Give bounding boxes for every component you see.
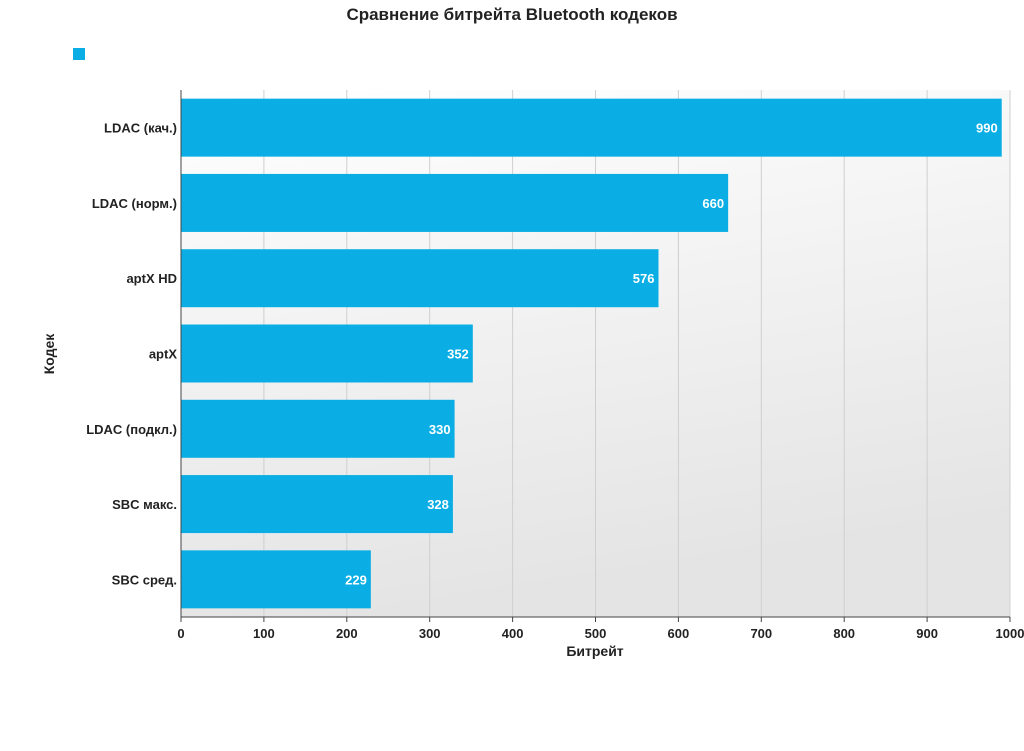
x-tick-label: 800 (833, 626, 855, 641)
x-tick-label: 0 (177, 626, 184, 641)
value-labels: 990 660 576 352 330 328 229 (345, 121, 998, 588)
x-tick-label: 200 (336, 626, 358, 641)
bar (181, 475, 453, 534)
bar-value-label: 352 (447, 347, 469, 362)
y-axis-title: Кодек (41, 333, 57, 375)
category-labels: LDAC (кач.) LDAC (норм.) aptX HD aptX LDAC (… (86, 121, 177, 588)
x-axis-title: Битрейт (566, 643, 623, 659)
bar-value-label: 660 (702, 196, 724, 211)
x-tick-label: 1000 (996, 626, 1024, 641)
category-label: LDAC (норм.) (92, 196, 177, 211)
bar (181, 249, 659, 308)
category-label: LDAC (кач.) (104, 121, 177, 136)
bar (181, 550, 371, 609)
category-label: SBC макс. (112, 497, 177, 512)
x-tick-label: 300 (419, 626, 441, 641)
x-tick-label: 100 (253, 626, 275, 641)
bar (181, 98, 1002, 157)
legend-swatch (73, 48, 85, 60)
bar (181, 324, 473, 383)
x-tick-label: 700 (750, 626, 772, 641)
bars (181, 98, 1002, 609)
bar-value-label: 576 (633, 271, 655, 286)
chart-title: Сравнение битрейта Bluetooth кодеков (346, 5, 677, 24)
bar-value-label: 328 (427, 497, 449, 512)
category-label: SBC сред. (112, 572, 177, 587)
bar-value-label: 990 (976, 121, 998, 136)
x-tick-label: 500 (585, 626, 607, 641)
bar-value-label: 330 (429, 422, 451, 437)
category-label: aptX (149, 347, 178, 362)
x-tick-label: 400 (502, 626, 524, 641)
bar (181, 399, 455, 458)
category-label: LDAC (подкл.) (86, 422, 177, 437)
bar-value-label: 229 (345, 572, 367, 587)
x-tick-label: 900 (916, 626, 938, 641)
x-tick-label: 600 (668, 626, 690, 641)
category-label: aptX HD (126, 271, 177, 286)
x-ticks: 0 100 200 300 400 500 600 700 800 900 1000 (177, 617, 1024, 641)
bar (181, 173, 729, 232)
